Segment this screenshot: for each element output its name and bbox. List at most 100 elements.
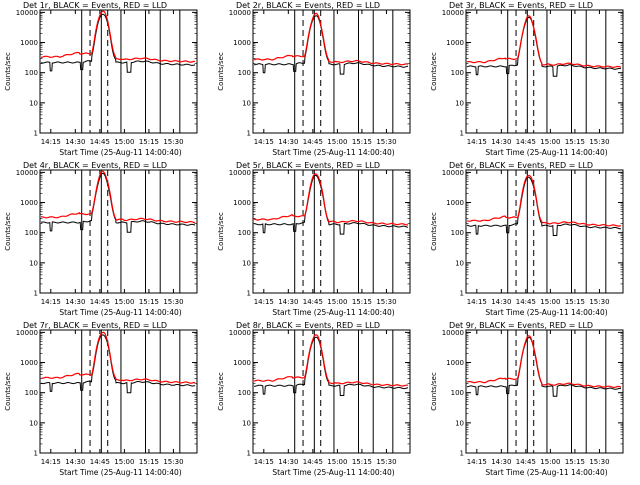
x-tick-label: 15:15 [352,298,372,306]
chart-title: Det 1r, BLACK = Events, RED = LLD [23,1,167,10]
series-lld-line [466,174,622,227]
series-events-line [466,176,622,236]
y-tick-label: 1000 [20,359,38,367]
x-tick-label: 14:45 [90,458,110,466]
x-tick-label: 15:30 [163,458,183,466]
x-tick-label: 15:15 [139,138,159,146]
x-tick-label: 15:00 [540,458,560,466]
x-tick-label: 15:30 [589,298,609,306]
y-tick-label: 1000 [20,199,38,207]
x-tick-label: 15:30 [589,138,609,146]
y-tick-label: 1000 [233,39,251,47]
y-axis-label: Counts/sec [217,372,225,411]
x-tick-label: 14:15 [467,298,487,306]
x-axis-label: Start Time (25-Aug-11 14:00:40) [59,308,181,317]
y-tick-label: 1000 [446,39,464,47]
series-lld-line [466,15,622,69]
x-axis-label: Start Time (25-Aug-11 14:00:40) [59,148,181,157]
series-lld-line [466,335,622,389]
chart-title: Det 2r, BLACK = Events, RED = LLD [236,1,380,10]
y-tick-label: 100 [25,389,38,397]
y-tick-label: 100 [451,389,464,397]
x-tick-label: 14:15 [254,298,274,306]
series-events-line [254,15,408,75]
x-tick-label: 15:15 [565,298,585,306]
x-tick-label: 15:15 [139,298,159,306]
y-axis-label: Counts/sec [4,372,12,411]
chart-title: Det 4r, BLACK = Events, RED = LLD [23,161,167,170]
y-tick-label: 10000 [229,329,251,337]
y-tick-label: 1000 [233,359,251,367]
x-tick-label: 14:30 [491,458,511,466]
x-tick-label: 15:30 [163,138,183,146]
plot-frame [39,169,198,294]
series-events-line [466,16,622,77]
x-tick-label: 14:30 [278,298,298,306]
panel-det-5: Det 5r, BLACK = Events, RED = LLD Counts/… [217,161,411,317]
y-tick-label: 1 [460,290,464,298]
x-tick-label: 14:45 [90,298,110,306]
y-tick-label: 100 [238,69,251,77]
series-events-line [40,13,196,73]
x-tick-label: 15:15 [352,458,372,466]
x-axis-label: Start Time (25-Aug-11 14:00:40) [272,148,394,157]
panel-det-1: Det 1r, BLACK = Events, RED = LLD Counts/… [4,1,198,157]
y-tick-label: 10000 [16,329,38,337]
y-tick-label: 10 [455,99,464,107]
x-axis-label: Start Time (25-Aug-11 14:00:40) [272,468,394,477]
y-tick-label: 10 [242,419,251,427]
y-tick-label: 100 [25,229,38,237]
y-tick-label: 10 [242,259,251,267]
x-tick-label: 14:15 [41,458,61,466]
x-tick-label: 14:30 [278,458,298,466]
x-tick-label: 14:30 [65,458,85,466]
x-tick-label: 14:30 [278,138,298,146]
x-tick-label: 15:30 [376,298,396,306]
y-tick-label: 1 [34,130,38,138]
y-tick-label: 100 [25,69,38,77]
panel-det-2: Det 2r, BLACK = Events, RED = LLD Counts/… [217,1,411,157]
x-tick-label: 14:15 [467,458,487,466]
x-tick-label: 15:30 [376,458,396,466]
y-tick-label: 10000 [16,169,38,177]
chart-title: Det 7r, BLACK = Events, RED = LLD [23,321,167,330]
plot-frame [39,329,198,454]
x-tick-label: 14:15 [467,138,487,146]
x-tick-label: 15:00 [540,138,560,146]
x-tick-label: 15:15 [139,458,159,466]
x-tick-label: 14:45 [516,458,536,466]
series-lld-line [253,173,408,226]
x-tick-label: 14:15 [41,138,61,146]
y-axis-label: Counts/sec [430,372,438,411]
x-tick-label: 15:30 [376,138,396,146]
series-events-line [466,336,622,397]
panel-det-9: Det 9r, BLACK = Events, RED = LLD Counts/… [430,321,624,477]
series-lld-line [40,170,195,224]
panel-det-4: Det 4r, BLACK = Events, RED = LLD Counts/… [4,161,198,317]
series-events-line [40,172,196,233]
y-tick-label: 10 [455,259,464,267]
y-tick-label: 1 [34,450,38,458]
y-tick-label: 1 [460,450,464,458]
plot-frame [252,329,411,454]
y-tick-label: 1 [247,290,251,298]
plot-frame [465,329,624,454]
x-tick-label: 15:00 [114,458,134,466]
x-tick-label: 14:15 [41,298,61,306]
x-tick-label: 14:30 [65,298,85,306]
y-tick-label: 10 [242,99,251,107]
panel-det-3: Det 3r, BLACK = Events, RED = LLD Counts/… [430,1,624,157]
y-tick-label: 10 [29,259,38,267]
y-tick-label: 10 [29,419,38,427]
x-tick-label: 14:45 [303,458,323,466]
series-lld-line [41,10,195,63]
y-axis-label: Counts/sec [430,212,438,251]
x-axis-label: Start Time (25-Aug-11 14:00:40) [485,308,607,317]
y-tick-label: 1 [34,290,38,298]
y-tick-label: 10000 [16,9,38,17]
y-tick-label: 1 [247,130,251,138]
x-tick-label: 15:00 [327,138,347,146]
y-tick-label: 1 [460,130,464,138]
chart-title: Det 9r, BLACK = Events, RED = LLD [449,321,593,330]
